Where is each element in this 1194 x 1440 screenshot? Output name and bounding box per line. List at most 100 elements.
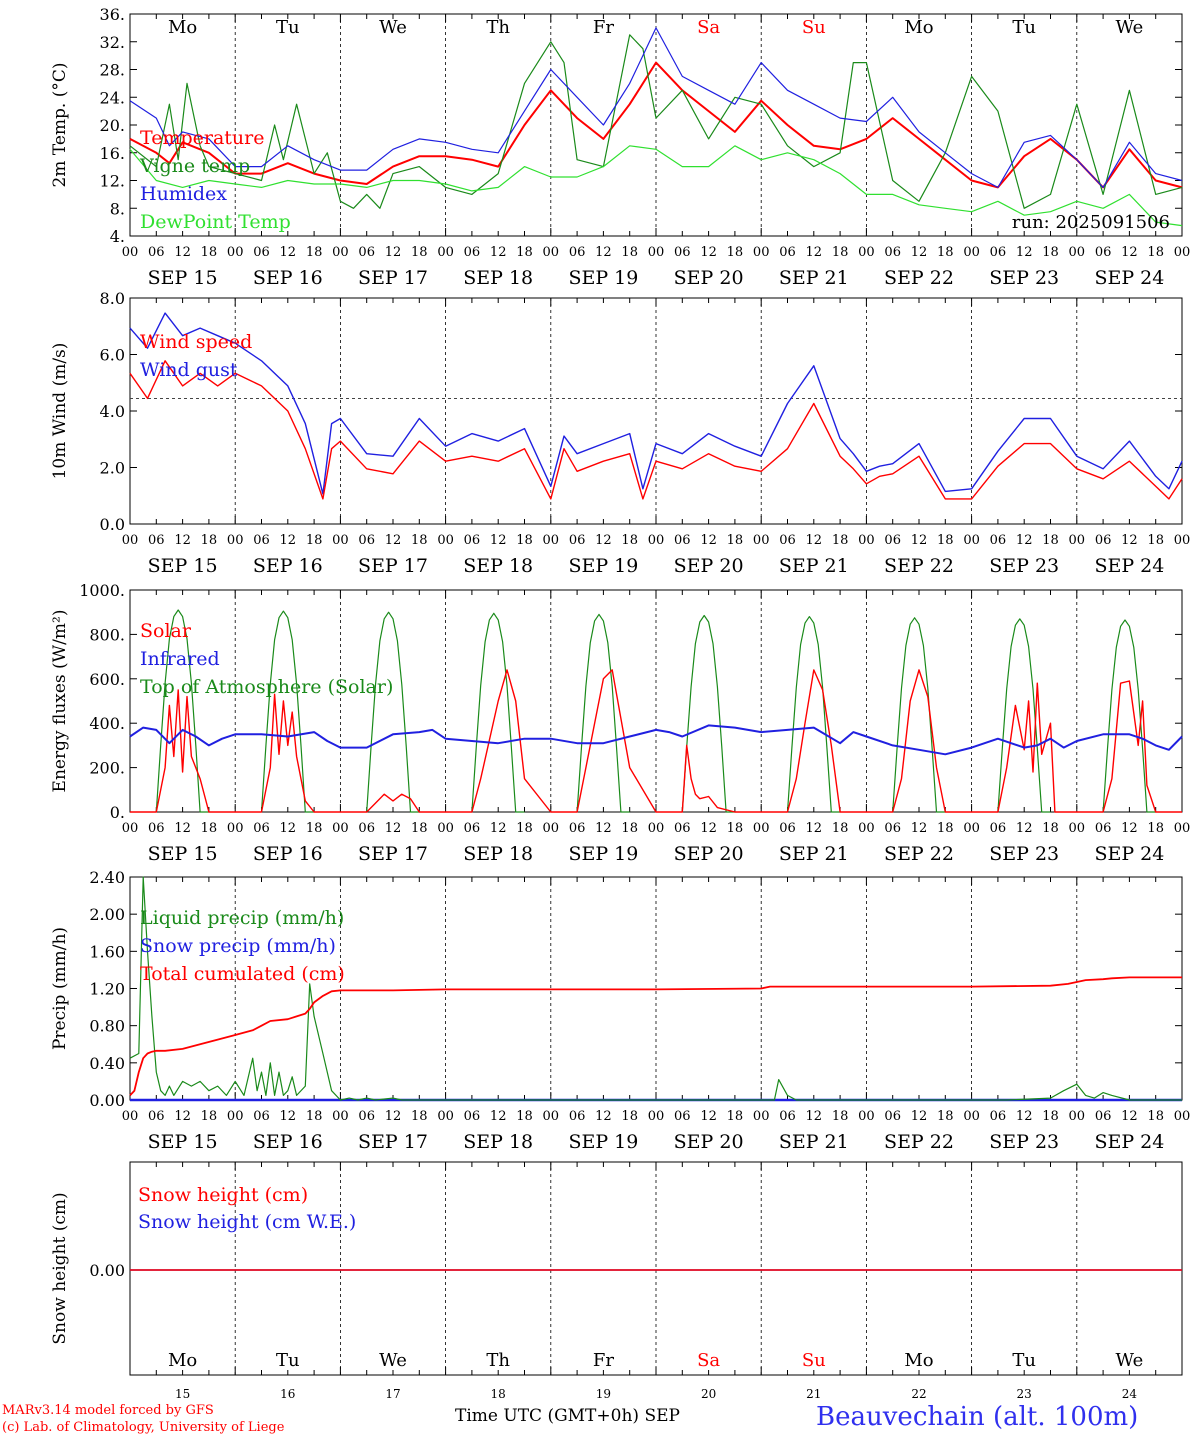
hour-label: 00 — [648, 1109, 665, 1124]
legend-entry: Temperature — [140, 127, 264, 149]
hour-label: 12 — [1016, 1109, 1033, 1124]
day-abbr-bottom: We — [379, 1350, 407, 1371]
day-abbr-top: Fr — [593, 17, 614, 38]
y-tick-label: 1.20 — [89, 980, 125, 999]
hour-label: 00 — [227, 533, 244, 548]
day-abbr-top: Sa — [697, 17, 720, 38]
hour-label: 06 — [674, 1109, 691, 1124]
hour-label: 12 — [280, 245, 297, 260]
hour-label: 18 — [937, 1109, 954, 1124]
date-label: SEP 23 — [989, 267, 1059, 289]
lab-line: (c) Lab. of Climatology, University of L… — [2, 1420, 285, 1435]
hour-label: 12 — [911, 821, 928, 836]
hour-label: 18 — [727, 533, 744, 548]
hour-label: 12 — [174, 1109, 191, 1124]
hour-label: 00 — [332, 245, 349, 260]
hour-label: 12 — [911, 533, 928, 548]
date-label: SEP 22 — [884, 267, 954, 289]
date-label: SEP 24 — [1094, 1131, 1164, 1153]
hour-label: 18 — [201, 533, 218, 548]
legend-entry: Vigne temp — [139, 155, 250, 177]
y-tick-label: 0.00 — [89, 1261, 125, 1280]
date-label: SEP 19 — [568, 843, 638, 865]
y-tick-label: 8. — [110, 199, 125, 218]
hour-label: 00 — [122, 1109, 139, 1124]
hour-label: 06 — [990, 533, 1007, 548]
series-infrared — [129, 724, 1183, 756]
hour-label: 18 — [832, 245, 849, 260]
hour-label: 12 — [1121, 533, 1138, 548]
y-tick-label: 400. — [89, 714, 125, 733]
time-axis-text: Time UTC (GMT+0h) — [455, 1406, 640, 1426]
y-tick-label: 32. — [100, 33, 125, 52]
hour-label: 18 — [1042, 821, 1059, 836]
legend-entry: Infrared — [140, 648, 220, 670]
date-label: SEP 18 — [463, 555, 533, 577]
date-label: SEP 16 — [253, 267, 323, 289]
model-line: MARv3.14 model forced by GFS — [2, 1403, 214, 1418]
hour-label: 18 — [306, 1109, 323, 1124]
hour-label: 00 — [543, 1109, 560, 1124]
y-axis-title: Snow height (cm) — [50, 1192, 70, 1344]
hour-label: 18 — [306, 821, 323, 836]
hour-label: 12 — [595, 245, 612, 260]
day-number: 21 — [806, 1387, 821, 1400]
day-abbr-bottom: Sa — [697, 1350, 720, 1371]
hour-label: 00 — [858, 1109, 875, 1124]
date-label: SEP 17 — [358, 843, 428, 865]
legend-entry: Top of Atmosphere (Solar) — [140, 676, 393, 698]
day-abbr-bottom: Th — [486, 1350, 510, 1371]
legend-entry: Wind gust — [140, 359, 238, 381]
hour-label: 12 — [1121, 821, 1138, 836]
y-tick-label: 2.0 — [100, 459, 125, 478]
run-label: run: 2025091506 — [1012, 212, 1170, 233]
hour-label: 00 — [1069, 245, 1086, 260]
hour-label: 00 — [1069, 1109, 1086, 1124]
hour-label: 12 — [490, 821, 507, 836]
hour-label: 12 — [806, 245, 823, 260]
day-abbr-top: Tu — [1012, 17, 1036, 38]
y-tick-label: 8.0 — [100, 289, 125, 308]
hour-label: 18 — [832, 1109, 849, 1124]
hour-label: 06 — [464, 245, 481, 260]
hour-label: 00 — [858, 533, 875, 548]
date-label: SEP 21 — [779, 843, 849, 865]
hour-label: 00 — [1174, 821, 1191, 836]
day-abbr-bottom: Tu — [276, 1350, 300, 1371]
hour-label: 00 — [648, 245, 665, 260]
y-tick-label: 800. — [89, 625, 125, 644]
y-tick-label: 200. — [89, 759, 125, 778]
day-abbr-bottom: Tu — [1012, 1350, 1036, 1371]
hour-label: 18 — [1042, 533, 1059, 548]
hour-label: 12 — [385, 821, 402, 836]
hour-label: 12 — [806, 533, 823, 548]
date-label: SEP 22 — [884, 843, 954, 865]
date-label: SEP 15 — [148, 1131, 218, 1153]
hour-label: 06 — [779, 821, 796, 836]
hour-label: 12 — [385, 1109, 402, 1124]
series-toa-solar — [155, 609, 209, 813]
series-toa-solar — [471, 612, 525, 813]
hour-label: 18 — [1147, 821, 1164, 836]
panel-wind: 0.0 2.0 4.0 6.0 8.0 10m Wind (m/s) 00 06 12 18 SEP… — [50, 289, 1190, 577]
station-title: Beauvechain (alt. 100m) — [816, 1402, 1139, 1432]
day-abbr-top: Th — [486, 17, 510, 38]
hour-label: 00 — [227, 821, 244, 836]
hour-label: 06 — [569, 533, 586, 548]
hour-label: 12 — [1016, 821, 1033, 836]
date-label: SEP 20 — [674, 267, 744, 289]
hour-label: 06 — [990, 245, 1007, 260]
hour-label: 06 — [990, 821, 1007, 836]
hour-label: 18 — [727, 1109, 744, 1124]
date-label: SEP 15 — [148, 843, 218, 865]
hour-label: 06 — [253, 245, 270, 260]
date-label: SEP 22 — [884, 1131, 954, 1153]
date-label: SEP 23 — [989, 843, 1059, 865]
date-label: SEP 16 — [253, 843, 323, 865]
date-label: SEP 15 — [148, 267, 218, 289]
series-total-cumulated — [129, 976, 1182, 1097]
date-label: SEP 22 — [884, 555, 954, 577]
y-tick-label: 6.0 — [100, 346, 125, 365]
panel-snow: 0.00 Snow height (cm) — [50, 1161, 1183, 1376]
date-label: SEP 19 — [568, 555, 638, 577]
